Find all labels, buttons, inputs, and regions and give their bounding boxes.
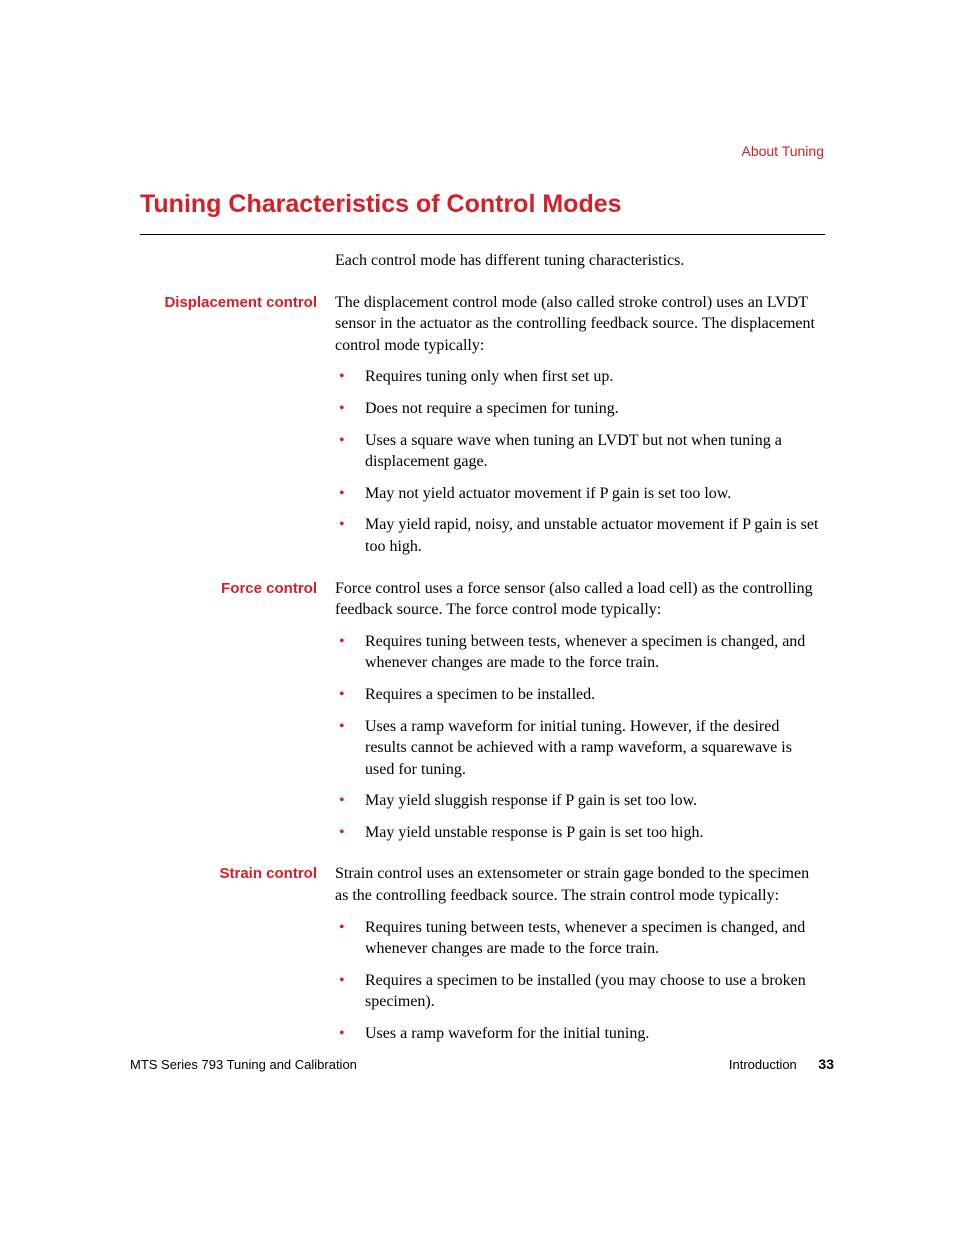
bullet-item: Requires tuning between tests, whenever … (335, 631, 825, 674)
section-label: Force control (140, 578, 335, 599)
footer: MTS Series 793 Tuning and Calibration In… (130, 1056, 834, 1072)
footer-section: Introduction (729, 1057, 797, 1072)
section-row: Force control Force control uses a force… (140, 578, 825, 854)
section-para: Strain control uses an extensometer or s… (335, 863, 825, 906)
section-body: The displacement control mode (also call… (335, 292, 825, 568)
section-body: Strain control uses an extensometer or s… (335, 863, 825, 1054)
section-row: Strain control Strain control uses an ex… (140, 863, 825, 1054)
bullet-item: May yield unstable response is P gain is… (335, 822, 825, 844)
section-label: Strain control (140, 863, 335, 884)
content: Each control mode has different tuning c… (140, 250, 825, 1065)
section-label: Displacement control (140, 292, 335, 313)
bullet-list: Requires tuning only when first set up. … (335, 366, 825, 557)
bullet-list: Requires tuning between tests, whenever … (335, 631, 825, 844)
running-header: About Tuning (741, 143, 824, 159)
bullet-list: Requires tuning between tests, whenever … (335, 917, 825, 1045)
intro-label (140, 250, 335, 251)
footer-right: Introduction 33 (729, 1056, 834, 1072)
section-para: The displacement control mode (also call… (335, 292, 825, 357)
intro-body: Each control mode has different tuning c… (335, 250, 825, 282)
bullet-item: Uses a ramp waveform for the initial tun… (335, 1023, 825, 1045)
bullet-item: Uses a square wave when tuning an LVDT b… (335, 430, 825, 473)
bullet-item: Does not require a specimen for tuning. (335, 398, 825, 420)
bullet-item: May not yield actuator movement if P gai… (335, 483, 825, 505)
page-title: Tuning Characteristics of Control Modes (140, 190, 622, 219)
footer-page-number: 33 (818, 1056, 834, 1072)
section-para: Force control uses a force sensor (also … (335, 578, 825, 621)
footer-doc-title: MTS Series 793 Tuning and Calibration (130, 1057, 357, 1072)
section-row: Displacement control The displacement co… (140, 292, 825, 568)
bullet-item: Requires a specimen to be installed (you… (335, 970, 825, 1013)
bullet-item: Uses a ramp waveform for initial tuning.… (335, 716, 825, 781)
bullet-item: May yield sluggish response if P gain is… (335, 790, 825, 812)
page: About Tuning Tuning Characteristics of C… (0, 0, 954, 1235)
bullet-item: Requires tuning between tests, whenever … (335, 917, 825, 960)
bullet-item: May yield rapid, noisy, and unstable act… (335, 514, 825, 557)
bullet-item: Requires tuning only when first set up. (335, 366, 825, 388)
section-body: Force control uses a force sensor (also … (335, 578, 825, 854)
title-rule (140, 234, 825, 235)
bullet-item: Requires a specimen to be installed. (335, 684, 825, 706)
intro-row: Each control mode has different tuning c… (140, 250, 825, 282)
intro-text: Each control mode has different tuning c… (335, 250, 825, 272)
